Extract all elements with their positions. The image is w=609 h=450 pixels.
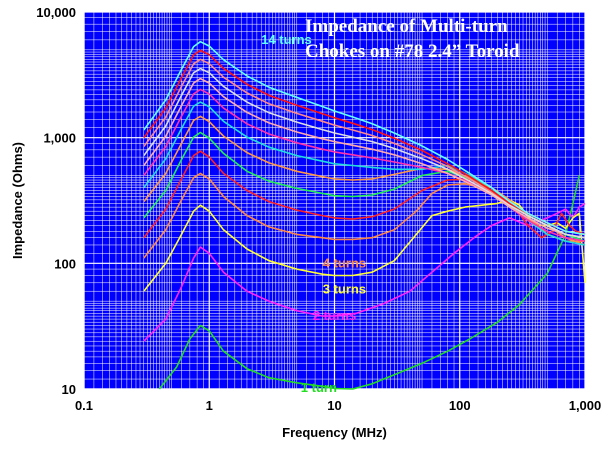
chart-title-line-2: Chokes on #78 2.4” Toroid bbox=[305, 41, 520, 62]
y-tick-label: 100 bbox=[54, 256, 76, 271]
series-line-3-turns bbox=[143, 199, 586, 292]
x-tick-label: 0.1 bbox=[75, 398, 93, 413]
series-line-10-turns bbox=[143, 77, 586, 239]
series-label-4-turns: 4 turns bbox=[323, 255, 366, 270]
series-label-1-turn: 1 turn bbox=[301, 380, 337, 395]
series-line-1-turn bbox=[158, 175, 581, 390]
series-line-7-turns bbox=[143, 115, 586, 246]
series-label-2-turns: 2 turns bbox=[313, 308, 356, 323]
series-line-2-turns bbox=[143, 202, 586, 342]
x-tick-label: 10 bbox=[327, 398, 341, 413]
series-label-3-turns: 3 turns bbox=[323, 281, 366, 296]
series-line-13-turns bbox=[143, 49, 586, 236]
chart-title-line-1: Impedance of Multi-turn bbox=[305, 16, 508, 37]
series-line-14-turns bbox=[143, 40, 586, 236]
x-tick-label: 1,000 bbox=[569, 398, 602, 413]
series-line-5-turns bbox=[143, 150, 586, 239]
y-tick-label: 1,000 bbox=[43, 131, 76, 146]
y-tick-label: 10 bbox=[62, 382, 76, 397]
y-axis-label: Impedance (Ohms) bbox=[10, 142, 25, 259]
y-tick-label: 10,000 bbox=[36, 5, 76, 20]
x-tick-label: 100 bbox=[449, 398, 471, 413]
series-label-14-turns: 14 turns bbox=[261, 32, 312, 47]
x-tick-label: 1 bbox=[206, 398, 213, 413]
x-axis-label: Frequency (MHz) bbox=[282, 425, 387, 440]
series-line-11-turns bbox=[143, 67, 586, 239]
series-group bbox=[143, 40, 586, 390]
